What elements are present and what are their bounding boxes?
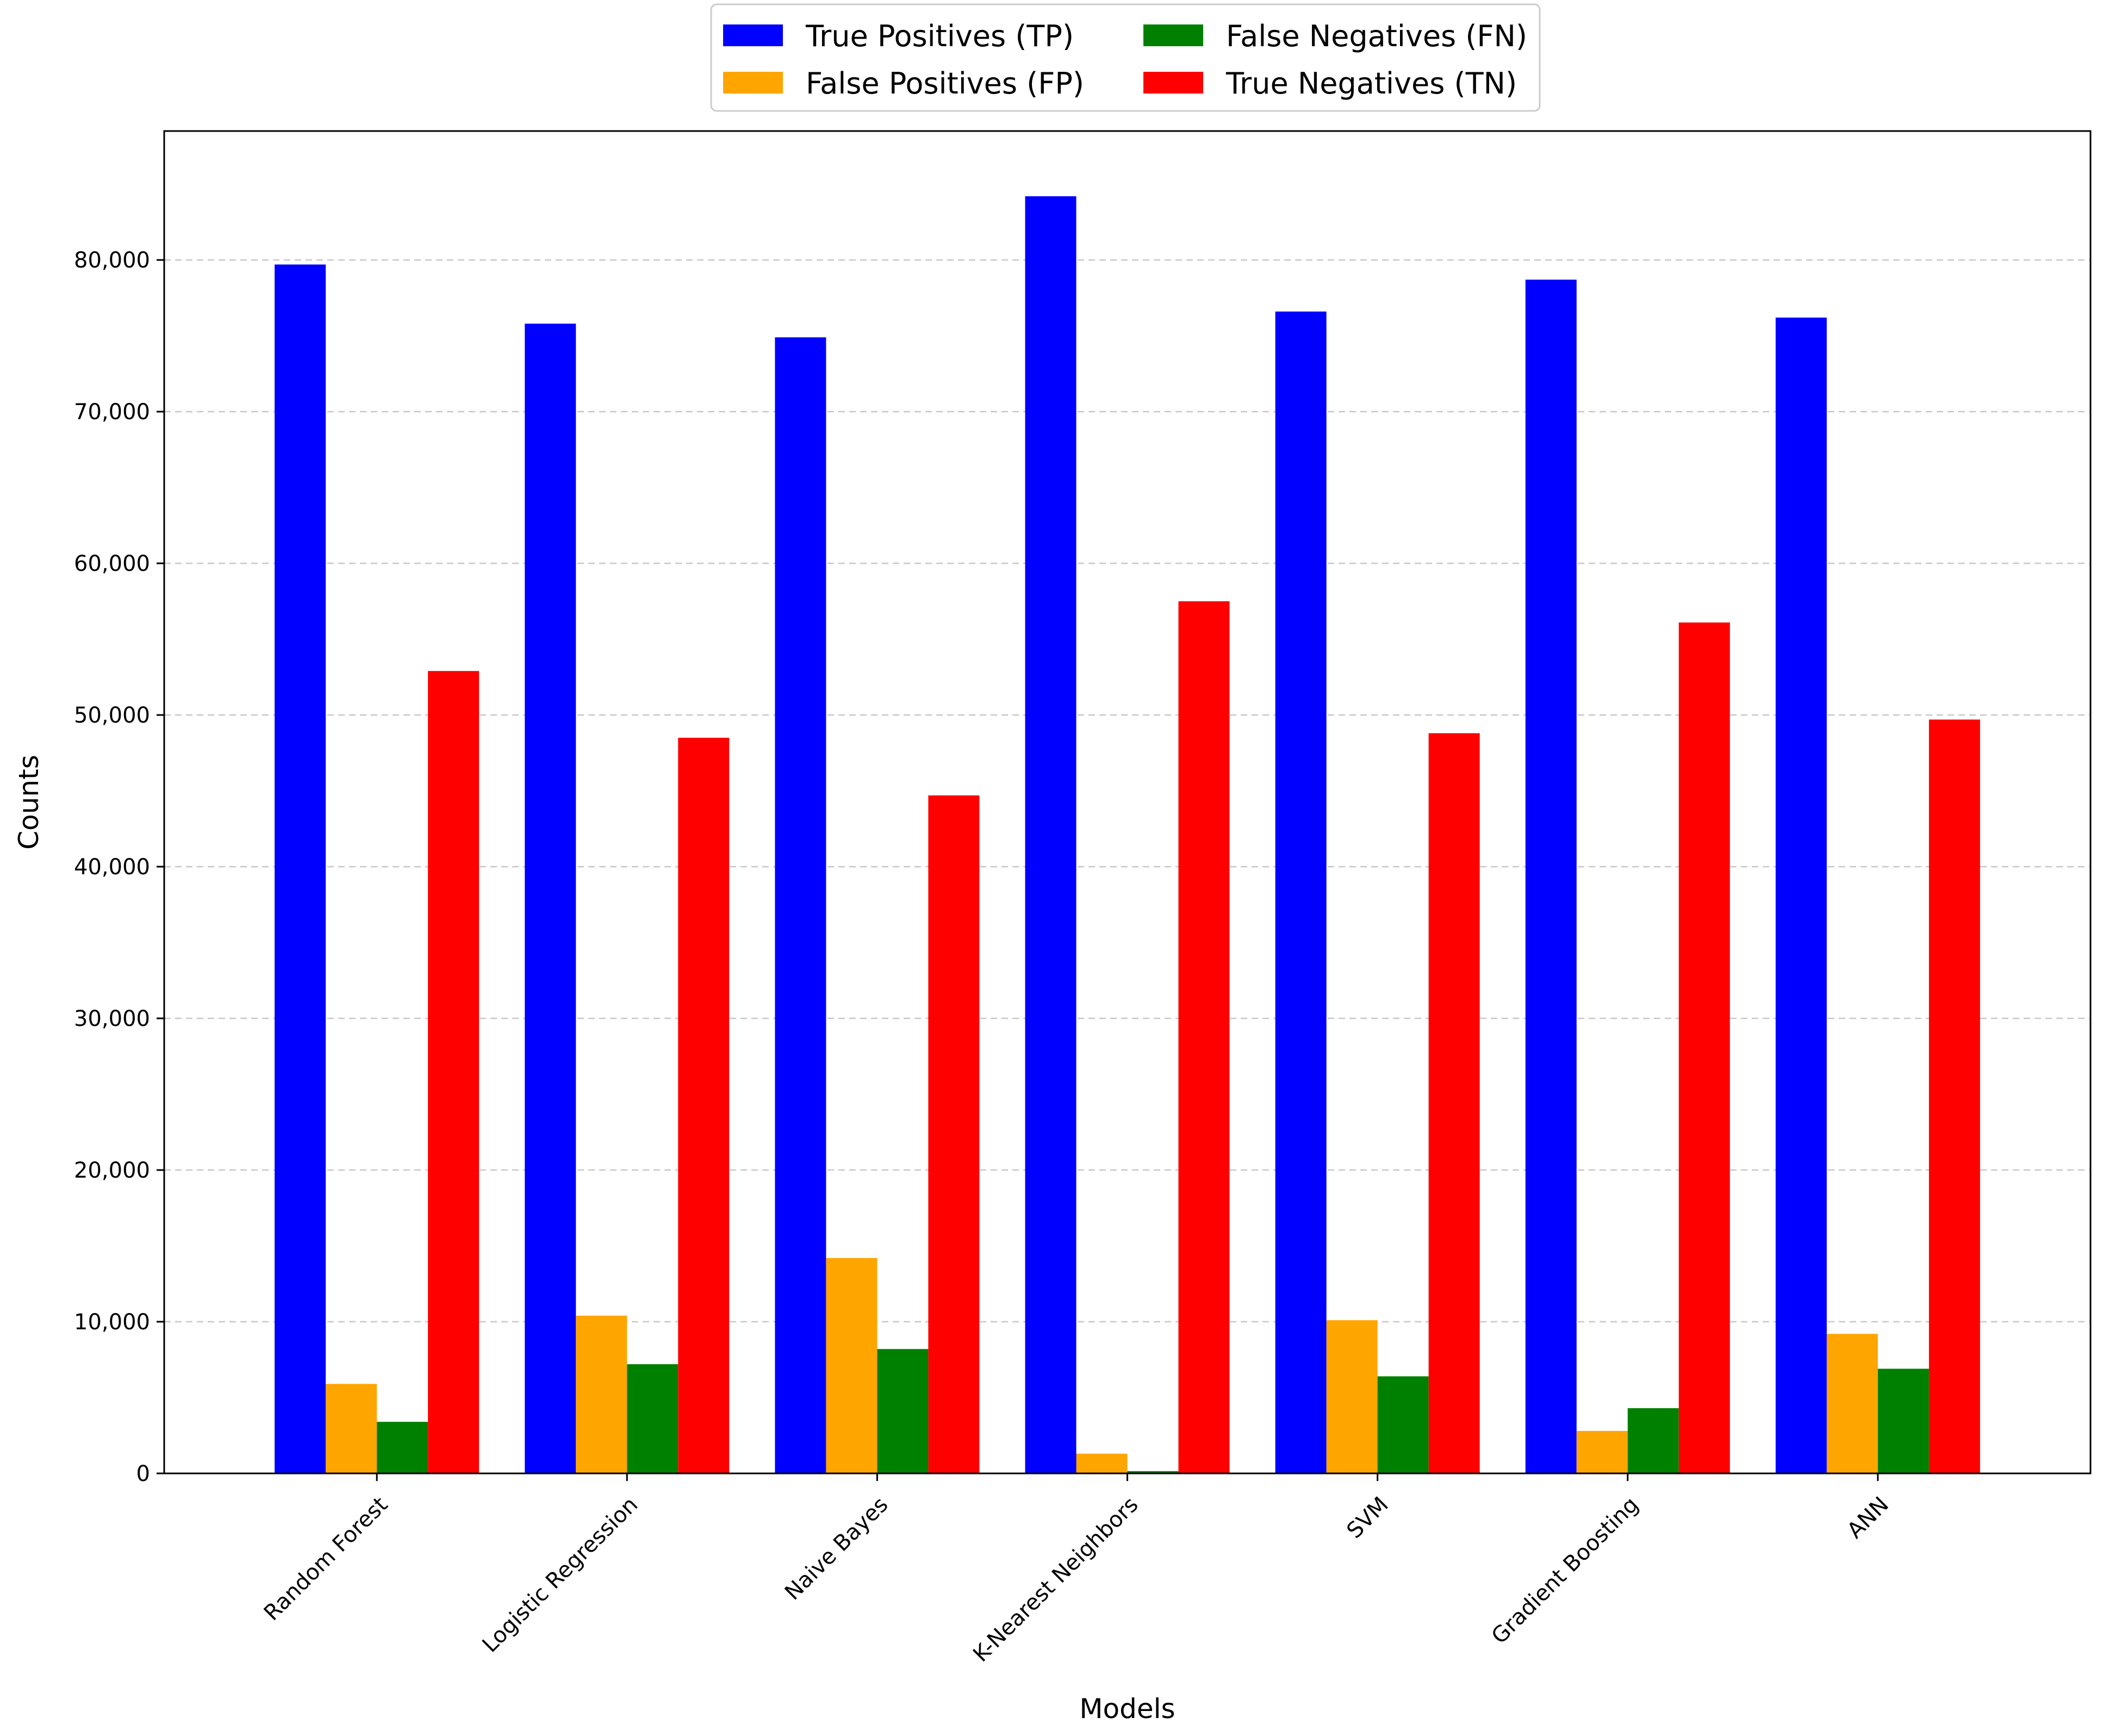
bar-gradient-boosting-true-negatives-tn xyxy=(1678,622,1730,1473)
legend-item-true-negatives-tn: True Negatives (TN) xyxy=(1143,66,1517,101)
legend-item-true-positives-tp: True Positives (TP) xyxy=(723,19,1074,53)
bar-gradient-boosting-false-positives-fp xyxy=(1576,1430,1628,1473)
legend-item-false-positives-fp: False Positives (FP) xyxy=(723,66,1084,101)
bar-gradient-boosting-false-negatives-fn xyxy=(1627,1408,1679,1473)
y-tick-label: 20,000 xyxy=(74,1158,150,1183)
bar-naive-bayes-false-negatives-fn xyxy=(877,1349,929,1473)
bar-svm-true-positives-tp xyxy=(1275,311,1327,1474)
bar-random-forest-true-positives-tp xyxy=(275,264,326,1473)
legend-swatch xyxy=(1143,72,1203,94)
bar-svm-true-negatives-tn xyxy=(1428,733,1480,1473)
legend-item-false-negatives-fn: False Negatives (FN) xyxy=(1143,19,1527,53)
x-axis-title: Models xyxy=(1079,1693,1175,1725)
bar-naive-bayes-true-positives-tp xyxy=(775,337,826,1473)
bar-logistic-regression-true-positives-tp xyxy=(525,323,576,1473)
bar-k-nearest-neighbors-false-negatives-fn xyxy=(1127,1471,1179,1473)
bar-naive-bayes-false-positives-fp xyxy=(826,1258,878,1473)
legend-label: True Positives (TP) xyxy=(805,19,1074,53)
bar-group-svm xyxy=(1275,311,1480,1474)
y-tick-label: 70,000 xyxy=(74,400,150,425)
bar-k-nearest-neighbors-true-positives-tp xyxy=(1025,196,1077,1474)
bar-group-naive-bayes xyxy=(775,337,980,1473)
bar-ann-true-positives-tp xyxy=(1775,318,1827,1473)
grid-lines xyxy=(164,259,2090,1323)
bar-group-ann xyxy=(1775,318,1980,1473)
bar-logistic-regression-false-positives-fp xyxy=(576,1315,627,1473)
bar-logistic-regression-false-negatives-fn xyxy=(627,1364,679,1473)
bar-svm-false-positives-fp xyxy=(1326,1320,1378,1473)
legend-swatch xyxy=(1143,24,1203,46)
bar-group-random-forest xyxy=(275,264,480,1473)
bar-random-forest-false-negatives-fn xyxy=(377,1422,428,1473)
y-tick-label: 60,000 xyxy=(74,551,150,576)
bar-gradient-boosting-true-positives-tp xyxy=(1525,279,1577,1474)
bar-random-forest-false-positives-fp xyxy=(326,1384,377,1473)
bar-group-k-nearest-neighbors xyxy=(1025,196,1230,1474)
bar-naive-bayes-true-negatives-tn xyxy=(928,795,980,1473)
legend-label: True Negatives (TN) xyxy=(1225,66,1517,101)
y-tick-label: 50,000 xyxy=(74,703,150,728)
legend-swatch xyxy=(723,24,783,46)
legend-label: False Negatives (FN) xyxy=(1226,19,1527,53)
bar-random-forest-true-negatives-tn xyxy=(428,671,480,1473)
bar-svm-false-negatives-fn xyxy=(1377,1376,1429,1473)
bar-ann-false-positives-fp xyxy=(1826,1334,1878,1473)
bar-k-nearest-neighbors-false-positives-fp xyxy=(1076,1453,1128,1473)
legend-label: False Positives (FP) xyxy=(806,66,1084,101)
y-tick-label: 80,000 xyxy=(74,248,150,273)
legend-box xyxy=(710,3,1541,112)
y-tick-label: 40,000 xyxy=(74,855,150,880)
bar-ann-true-negatives-tn xyxy=(1928,719,1980,1473)
y-tick-label: 30,000 xyxy=(74,1006,150,1031)
bar-group-gradient-boosting xyxy=(1525,279,1730,1474)
bar-ann-false-negatives-fn xyxy=(1877,1368,1929,1473)
bar-logistic-regression-true-negatives-tn xyxy=(678,737,730,1473)
y-tick-label: 10,000 xyxy=(74,1310,150,1335)
legend: True Positives (TP) False Positives (FP) F… xyxy=(710,3,1541,112)
bar-groups xyxy=(275,196,1980,1474)
bar-k-nearest-neighbors-true-negatives-tn xyxy=(1178,601,1230,1473)
legend-swatch xyxy=(723,72,783,94)
y-tick-label: 0 xyxy=(136,1461,150,1486)
y-axis-title: Counts xyxy=(13,755,45,850)
bar-group-logistic-regression xyxy=(525,323,730,1473)
